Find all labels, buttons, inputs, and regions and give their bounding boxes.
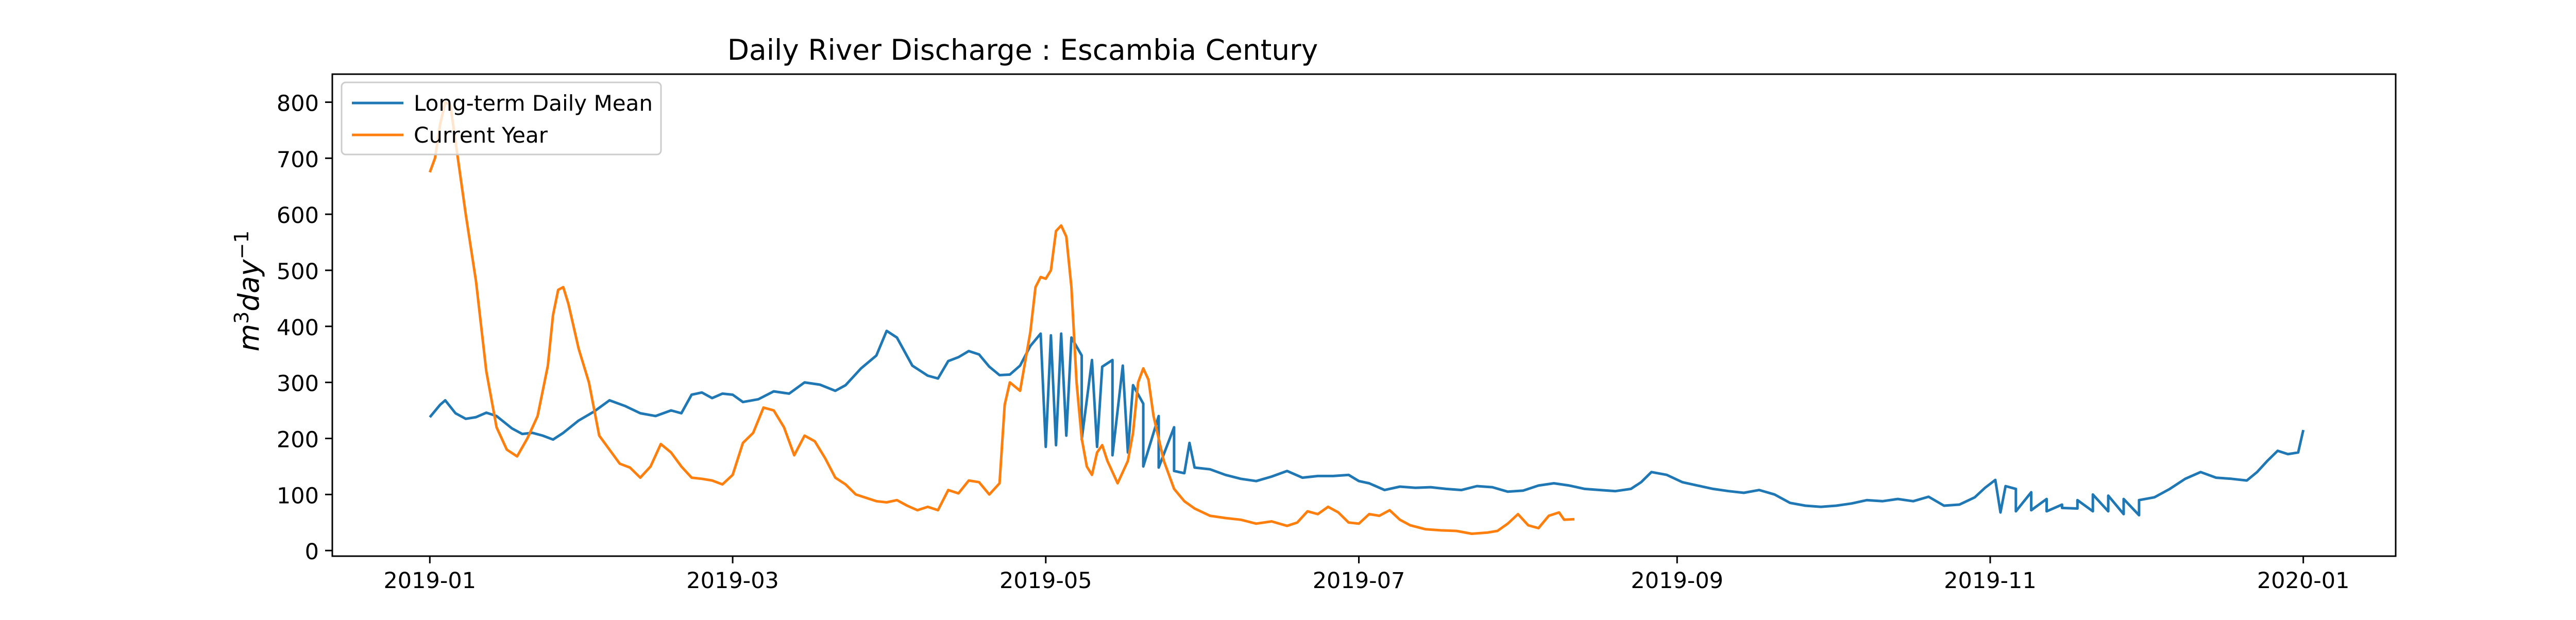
series-line-current-year <box>428 100 1575 535</box>
svg-text:m3day−1: m3day−1 <box>230 231 265 352</box>
x-tick-label: 2019-09 <box>1631 568 1723 594</box>
x-tick-label: 2019-11 <box>1944 568 2037 594</box>
y-tick-label: 400 <box>277 315 319 341</box>
chart-title: Daily River Discharge : Escambia Century <box>727 33 1318 66</box>
y-tick-label: 600 <box>277 203 319 229</box>
y-axis: 0 100 200 300 400 500 600 700 800 <box>277 91 332 565</box>
x-tick-label: 2019-03 <box>686 568 779 594</box>
x-tick-label: 2019-01 <box>383 568 476 594</box>
x-tick-label: 2019-05 <box>999 568 1092 594</box>
y-tick-label: 800 <box>277 91 319 116</box>
y-tick-label: 700 <box>277 147 319 173</box>
x-tick-label: 2020-01 <box>2257 568 2350 594</box>
legend-label: Long-term Daily Mean <box>414 91 653 116</box>
legend: Long-term Daily Mean Current Year <box>341 81 662 156</box>
x-tick-label: 2019-07 <box>1313 568 1405 594</box>
y-axis-label: m3day−1 <box>230 231 265 352</box>
series-lines <box>428 100 2305 535</box>
legend-label: Current Year <box>414 123 548 148</box>
y-tick-label: 500 <box>277 259 319 285</box>
y-tick-label: 300 <box>277 371 319 397</box>
plot-area-frame <box>331 73 2397 557</box>
y-tick-label: 100 <box>277 483 319 509</box>
series-line-long-term-daily-mean <box>429 330 2305 516</box>
x-axis: 2019-01 2019-03 2019-05 2019-07 2019-09 2019-… <box>383 556 2350 594</box>
y-tick-label: 200 <box>277 427 319 453</box>
legend-box <box>341 81 662 156</box>
y-tick-label: 0 <box>305 539 319 565</box>
